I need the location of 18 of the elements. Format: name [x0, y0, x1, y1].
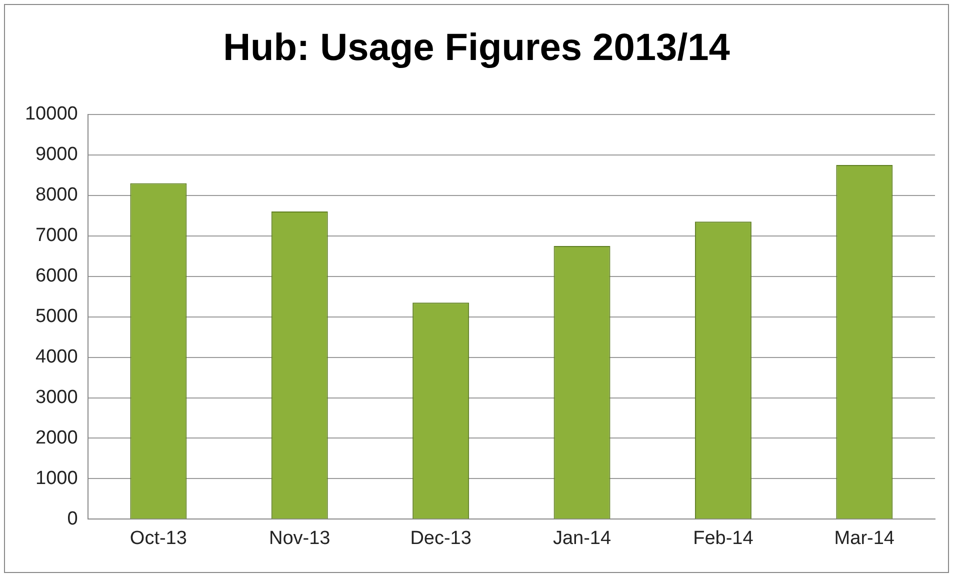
x-tick-label: Oct-13	[130, 528, 187, 549]
y-tick-label: 8000	[36, 184, 78, 206]
y-tick-label: 1000	[36, 468, 78, 489]
x-tick-label: Jan-14	[552, 528, 612, 549]
x-tick-label: Mar-14	[834, 528, 895, 549]
y-tick-label: 5000	[36, 306, 78, 328]
x-tick-label: Dec-13	[410, 528, 472, 549]
y-tick-label: 10000	[24, 104, 78, 125]
y-tick-label: 2000	[36, 427, 78, 448]
chart-title: Hub: Usage Figures 2013/14	[222, 27, 731, 70]
y-tick-label: 7000	[36, 225, 78, 246]
y-tick-label: 3000	[36, 386, 78, 408]
x-tick-label: Nov-13	[269, 528, 330, 549]
y-tick-label: 0	[67, 508, 78, 530]
y-tick-label: 6000	[36, 266, 78, 287]
y-tick-label: 4000	[36, 346, 78, 368]
x-tick-label: Feb-14	[693, 528, 754, 549]
y-tick-label: 9000	[36, 144, 78, 166]
